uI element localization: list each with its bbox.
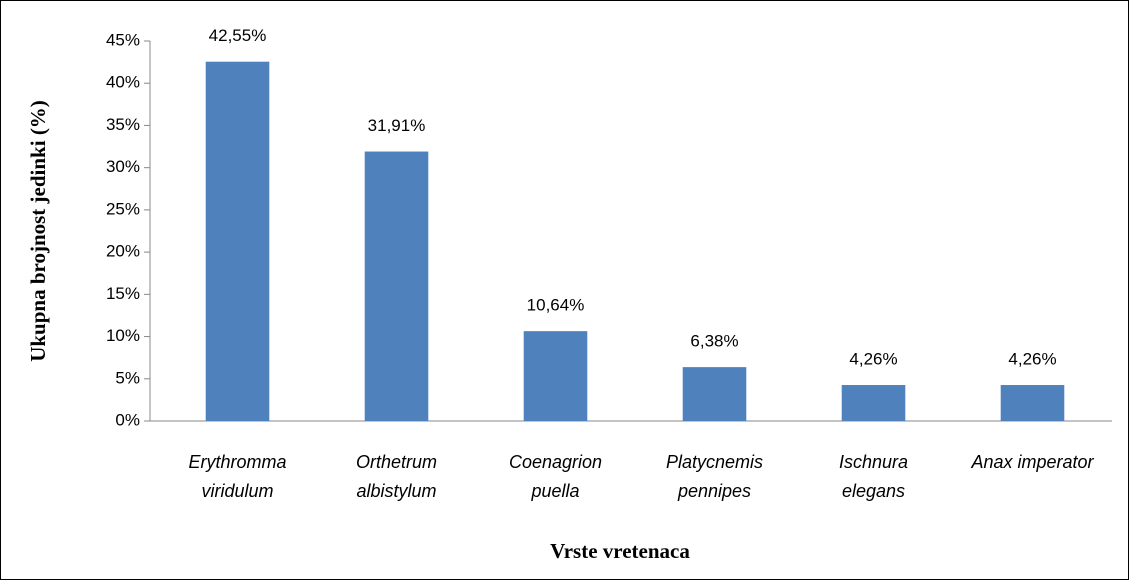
y-axis-title: Ukupna brojnost jedinki (%) (26, 100, 50, 362)
data-label: 4,26% (1008, 350, 1056, 369)
x-tick-label: Platycnemis (666, 452, 763, 472)
x-tick-label: puella (530, 481, 579, 501)
bar (841, 385, 906, 421)
data-label: 6,38% (690, 332, 738, 351)
x-tick-label: viridulum (201, 481, 273, 501)
x-tick-label: pennipes (677, 481, 751, 501)
x-axis-title: Vrste vretenaca (550, 539, 690, 563)
y-tick-label: 5% (115, 368, 140, 387)
bar (682, 367, 747, 421)
y-tick-label: 35% (106, 115, 140, 134)
x-tick-label: albistylum (356, 481, 436, 501)
x-tick-label: Anax imperator (970, 452, 1094, 472)
y-tick-label: 30% (106, 157, 140, 176)
bar (523, 331, 588, 421)
y-tick-label: 40% (106, 73, 140, 92)
y-tick-label: 25% (106, 199, 140, 218)
data-label: 31,91% (368, 116, 426, 135)
x-tick-label: Coenagrion (509, 452, 602, 472)
y-tick-label: 20% (106, 242, 140, 261)
y-tick-label: 45% (106, 30, 140, 49)
x-tick-label: Orthetrum (356, 452, 437, 472)
y-tick-label: 15% (106, 284, 140, 303)
bar (364, 151, 429, 421)
y-tick-label: 0% (115, 410, 140, 429)
bar (205, 61, 270, 421)
data-label: 42,55% (209, 26, 267, 45)
x-tick-label: Erythromma (188, 452, 286, 472)
x-tick-label: Ischnura (839, 452, 908, 472)
y-tick-label: 10% (106, 326, 140, 345)
bar (1000, 385, 1065, 421)
data-label: 10,64% (527, 296, 585, 315)
data-label: 4,26% (849, 350, 897, 369)
x-tick-label: elegans (842, 481, 905, 501)
